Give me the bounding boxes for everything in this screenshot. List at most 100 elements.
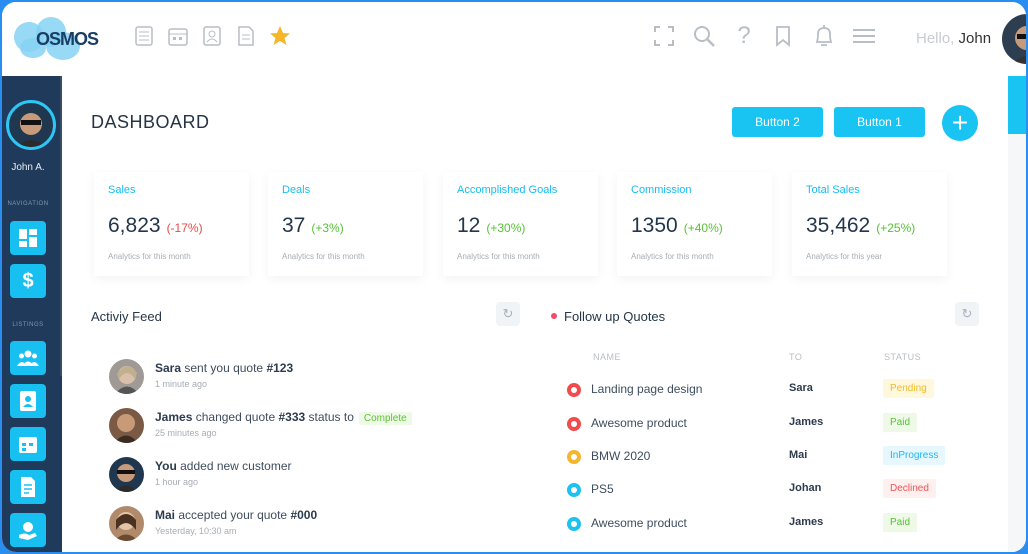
- feed-text: You added new customer: [155, 459, 292, 473]
- listings-label: LISTINGS: [12, 322, 44, 328]
- refresh-icon[interactable]: ↻: [955, 302, 979, 326]
- table-row[interactable]: BMW 2020 Mai InProgress: [567, 446, 987, 470]
- dashboard-main: DASHBOARD Button 2 Button 1 + Sales 6,82…: [62, 76, 1012, 552]
- column-status[interactable]: STATUS: [884, 352, 922, 362]
- feed-item[interactable]: You added new customer 1 hour ago: [109, 457, 489, 501]
- sidebar: John A. NAVIGATION $ LISTINGS: [2, 76, 64, 552]
- quote-link[interactable]: #123: [266, 361, 294, 375]
- quote-link[interactable]: #333: [278, 410, 306, 424]
- search-icon[interactable]: [692, 24, 716, 48]
- table-row[interactable]: Landing page design Sara Pending: [567, 379, 987, 403]
- follow-up-quotes-title: Follow up Quotes: [564, 309, 666, 324]
- dollar-icon[interactable]: $: [10, 264, 46, 298]
- feed-action: accepted your quote: [178, 508, 288, 522]
- feed-user: Sara: [155, 361, 182, 375]
- stat-subtitle: Analytics for this month: [282, 252, 365, 261]
- header-actions: ?: [652, 22, 876, 49]
- feed-action: added new customer: [180, 459, 292, 473]
- stat-card-total-sales[interactable]: Total Sales 35,462 (+25%) Analytics for t…: [792, 172, 947, 276]
- feed-item[interactable]: Mai accepted your quote #000 Yesterday, …: [109, 506, 489, 550]
- feed-time: Yesterday, 10:30 am: [155, 526, 237, 536]
- stat-title: Accomplished Goals: [457, 184, 558, 196]
- contact-icon[interactable]: [10, 384, 46, 418]
- stat-delta: (+30%): [486, 221, 526, 235]
- avatar[interactable]: [1002, 14, 1026, 64]
- column-name[interactable]: NAME: [593, 352, 622, 362]
- stat-subtitle: Analytics for this year: [806, 252, 883, 261]
- quote-recipient: Mai: [789, 449, 808, 461]
- quote-name: Awesome product: [591, 416, 687, 430]
- stat-number: 6,823: [108, 214, 161, 237]
- status-badge: Paid: [883, 413, 918, 432]
- button-1[interactable]: Button 1: [834, 107, 925, 137]
- avatar: [109, 408, 144, 443]
- stat-number: 1350: [631, 214, 678, 237]
- button-2[interactable]: Button 2: [732, 107, 823, 137]
- avatar[interactable]: [6, 100, 56, 150]
- stat-card-commission[interactable]: Commission 1350 (+40%) Analytics for this…: [617, 172, 772, 276]
- refresh-icon[interactable]: ↻: [496, 302, 520, 326]
- table-row[interactable]: PS5 Johan Declined: [567, 479, 987, 503]
- feed-item[interactable]: Sara sent you quote #123 1 minute ago: [109, 359, 489, 403]
- stat-card-goals[interactable]: Accomplished Goals 12 (+30%) Analytics fo…: [443, 172, 598, 276]
- status-badge: Declined: [883, 479, 936, 498]
- feed-action: sent you quote: [184, 361, 264, 375]
- feed-item[interactable]: James changed quote #333 status to Comple…: [109, 408, 489, 452]
- menu-icon[interactable]: [852, 24, 876, 48]
- status-dot: [567, 417, 581, 431]
- quote-recipient: Johan: [789, 482, 822, 494]
- users-icon[interactable]: [10, 341, 46, 375]
- avatar: [109, 359, 144, 394]
- quote-name: Landing page design: [591, 382, 703, 396]
- bell-icon[interactable]: [812, 24, 836, 48]
- status-dot: [567, 450, 581, 464]
- table-row[interactable]: Awesome product James Paid: [567, 513, 987, 537]
- stat-delta: (-17%): [166, 221, 203, 235]
- quote-link[interactable]: #000: [290, 508, 318, 522]
- right-strip-accent: [1008, 76, 1026, 134]
- fullscreen-icon[interactable]: [652, 24, 676, 48]
- feed-action: changed quote: [195, 410, 276, 424]
- sidebar-user-name: John A.: [11, 162, 45, 173]
- table-row[interactable]: Awesome product James Paid: [567, 413, 987, 437]
- dashboard-icon[interactable]: [10, 221, 46, 255]
- document-icon[interactable]: [234, 24, 258, 48]
- column-to[interactable]: TO: [789, 352, 803, 362]
- status-dot: [567, 483, 581, 497]
- list-icon[interactable]: [132, 24, 156, 48]
- calendar-icon[interactable]: [10, 427, 46, 461]
- greeting-label: Hello,: [916, 30, 955, 47]
- stat-card-sales[interactable]: Sales 6,823 (-17%) Analytics for this mon…: [94, 172, 249, 276]
- feed-user: James: [155, 410, 193, 424]
- navigation-label: NAVIGATION: [7, 201, 49, 207]
- stat-card-deals[interactable]: Deals 37 (+3%) Analytics for this month: [268, 172, 423, 276]
- calendar-icon[interactable]: [166, 24, 190, 48]
- activity-feed-title: Activiy Feed: [91, 309, 162, 324]
- invoice-icon[interactable]: [10, 470, 46, 504]
- stat-title: Sales: [108, 184, 136, 196]
- help-icon[interactable]: ?: [737, 22, 751, 49]
- stat-value: 37 (+3%): [282, 214, 344, 238]
- right-user-strip: [1008, 76, 1026, 552]
- bookmark-icon[interactable]: [772, 24, 796, 48]
- hand-coin-icon[interactable]: [10, 513, 46, 547]
- section-dot: [551, 313, 557, 319]
- stat-subtitle: Analytics for this month: [108, 252, 191, 261]
- stat-value: 1350 (+40%): [631, 214, 723, 238]
- stat-subtitle: Analytics for this month: [631, 252, 714, 261]
- logo[interactable]: OSMOS: [10, 14, 110, 66]
- stat-number: 37: [282, 214, 306, 237]
- feed-text: Sara sent you quote #123: [155, 361, 293, 375]
- top-bar: OSMOS ?: [2, 2, 1026, 77]
- logo-text: OSMOS: [36, 29, 99, 49]
- add-button[interactable]: +: [942, 105, 978, 141]
- star-icon[interactable]: [268, 24, 292, 48]
- id-card-icon[interactable]: [200, 24, 224, 48]
- feed-time: 25 minutes ago: [155, 428, 217, 438]
- stat-title: Commission: [631, 184, 692, 196]
- status-dot: [567, 383, 581, 397]
- feed-user: Mai: [155, 508, 176, 522]
- status-dot: [567, 517, 581, 531]
- quote-recipient: Sara: [789, 382, 813, 394]
